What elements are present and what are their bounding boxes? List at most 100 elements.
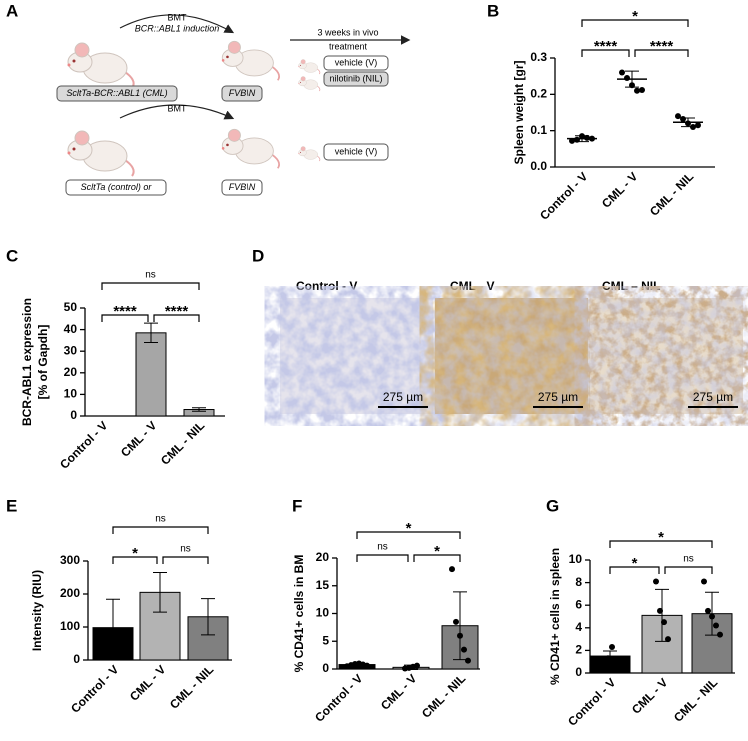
y-tick-label: 0 [73, 652, 80, 666]
x-tick-label: CML - NIL [419, 671, 468, 720]
y-tick-label: 50 [64, 300, 78, 314]
x-tick-label: Control - V [312, 671, 365, 724]
panel-d: D Control - V CML - V CML – NIL 275 µm 2… [252, 246, 743, 414]
diagram-text: vehicle (V) [335, 57, 378, 67]
data-point [629, 82, 635, 89]
x-tick-label: Control - V [565, 675, 618, 728]
x-tick-label: Control - V [537, 169, 590, 222]
x-tick-label: CML - V [378, 671, 419, 712]
data-point [639, 86, 645, 93]
data-point [713, 622, 719, 629]
diagram-text: FVB\N [229, 88, 256, 98]
y-tick-label: 0.1 [530, 123, 547, 137]
significance-bracket [356, 554, 409, 562]
data-point [695, 122, 701, 129]
error-bar [144, 322, 158, 344]
scale-label: 275 µm [383, 390, 423, 404]
significance-bracket [101, 282, 200, 290]
data-point [619, 69, 625, 76]
significance-label: **** [594, 38, 618, 55]
significance-bracket [112, 556, 158, 564]
data-point [665, 636, 671, 643]
x-tick-label: CML - V [127, 662, 168, 703]
panel-label: F [292, 496, 302, 515]
mouse-icon [298, 146, 321, 162]
significance-bracket [162, 556, 209, 564]
significance-bracket [581, 19, 689, 27]
y-tick-label: 5 [322, 633, 329, 647]
diagram-text: ScltTa (control) or [81, 182, 153, 192]
diagram-text: BCR::ABL1 induction [135, 23, 220, 33]
y-tick-label: 10 [64, 387, 78, 401]
data-point [605, 655, 611, 662]
significance-label: * [406, 520, 412, 537]
data-point [584, 134, 590, 141]
micrograph-texture [435, 298, 588, 414]
diagram-text: 3 weeks in vivo [317, 27, 378, 37]
micrograph-texture [590, 298, 743, 414]
significance-bracket [413, 554, 461, 562]
significance-label: * [658, 529, 664, 546]
data-point [579, 133, 585, 140]
data-point [461, 646, 467, 653]
diagram-text: BMT [168, 103, 188, 113]
panel-label: E [6, 496, 17, 515]
mouse-icon [298, 59, 321, 75]
label-box [221, 179, 263, 196]
significance-label: ns [683, 554, 694, 565]
y-axis-label: % CD41+ cells in spleen [548, 548, 562, 685]
data-point [574, 136, 580, 143]
data-point [717, 631, 723, 638]
y-tick-label: 15 [316, 578, 330, 592]
y-tick-label: 300 [60, 553, 80, 567]
significance-label: **** [113, 303, 137, 320]
panel-label: G [546, 496, 559, 515]
diagram-text: vehicle (V) [335, 146, 378, 156]
data-point [457, 632, 463, 639]
image-title: CML – NIL [602, 279, 660, 293]
panel-label: A [6, 1, 18, 20]
y-tick-label: 20 [64, 365, 78, 379]
micrograph-texture [280, 298, 433, 414]
y-tick-label: 4 [575, 620, 582, 634]
y-tick-label: 0.2 [530, 87, 547, 101]
diagram-text: BMT [168, 12, 188, 22]
error-bar [106, 598, 120, 657]
x-tick-label: CML - V [599, 169, 640, 210]
data-point [364, 662, 370, 669]
data-point [653, 578, 659, 585]
significance-label: ns [145, 270, 156, 281]
y-tick-label: 8 [575, 575, 582, 589]
significance-bracket [101, 314, 149, 322]
label-box [56, 85, 178, 102]
panel-label: C [6, 246, 18, 265]
significance-label: * [632, 555, 638, 572]
significance-bracket [609, 566, 660, 574]
data-point [690, 124, 696, 131]
significance-label: **** [165, 303, 189, 320]
significance-bracket [153, 314, 200, 322]
x-tick-label: Control - V [68, 662, 121, 715]
x-tick-label: CML - NIL [671, 675, 720, 724]
y-axis-label: Spleen weight [gr] [512, 60, 526, 164]
significance-label: * [132, 545, 138, 562]
y-tick-label: 0.0 [530, 159, 547, 173]
y-tick-label: 0 [70, 408, 77, 422]
y-tick-label: 30 [64, 343, 78, 357]
significance-bracket [581, 49, 630, 57]
significance-label: **** [650, 38, 674, 55]
scale-label: 275 µm [538, 390, 578, 404]
data-point [661, 619, 667, 626]
y-tick-label: 10 [316, 606, 330, 620]
significance-bracket [112, 526, 209, 534]
panel-label: D [252, 246, 264, 265]
arrow [119, 104, 235, 120]
significance-bracket [634, 49, 689, 57]
data-point [624, 74, 630, 81]
label-box [65, 179, 167, 196]
data-point [685, 120, 691, 127]
y-tick-label: 0.3 [530, 50, 547, 64]
x-tick-label: CML - NIL [167, 662, 216, 711]
data-point [414, 662, 420, 669]
mouse-icon [66, 42, 135, 89]
